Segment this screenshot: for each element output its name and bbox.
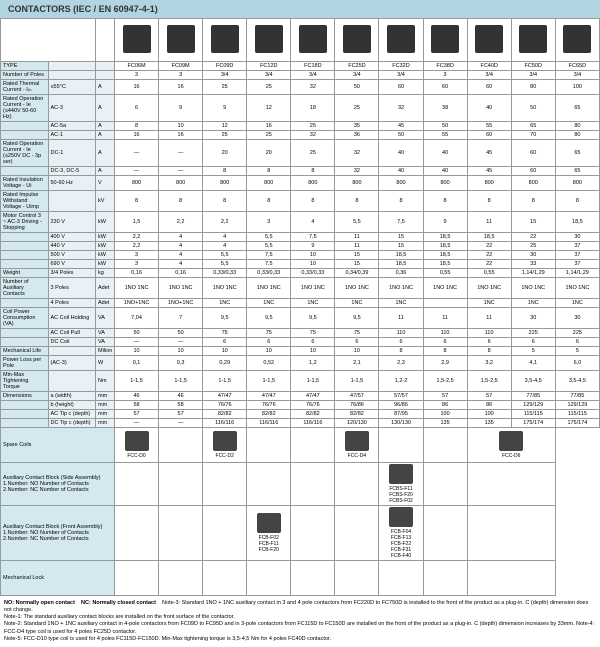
table-row: Rated Impulse Withstand Voltage - UimpkV… <box>1 191 600 212</box>
table-row: Number of Auxiliary Contacts3 PolesAdet1… <box>1 278 600 299</box>
table-row: 500 VkW345,57,5101518,518,5223037 <box>1 251 600 260</box>
table-row: Rated Insulation Voltage - Ui50-60 HzV80… <box>1 176 600 191</box>
table-row: TYPEFC06MFC09MFC09DFC12DFC18DFC25DFC32DF… <box>1 62 600 71</box>
table-row: 690 VkW345,57,5101518,518,5223337 <box>1 260 600 269</box>
spare-row: Mechanical Lock <box>1 561 600 596</box>
table-row: 4 PolesAdet1NO+1NC1NO+1NC1NC1NC1NC1NC1NC… <box>1 299 600 308</box>
table-row: b (height)mm585876/7676/7676/7676/8696/8… <box>1 401 600 410</box>
table-row: Weight3/4 Poleskg0,160,160,33/0,330,33/0… <box>1 269 600 278</box>
table-row: AC Coil PullVA50507575757511011011022522… <box>1 329 600 338</box>
table-row: Dimensionsa (width)mm464647/4747/4747/47… <box>1 392 600 401</box>
table-row: Power Loss per Pole(AC-3)W0,10,30,290,52… <box>1 356 600 371</box>
spare-row: Auxiliary Contact Block (Front Assembly)… <box>1 506 600 561</box>
table-row: AC-1A1616252532365055607080 <box>1 131 600 140</box>
table-row: DC-3, DC-5A——888324040456065 <box>1 167 600 176</box>
table-row: 400 VkW2,2445,57,5111518,518,52230 <box>1 233 600 242</box>
table-row: Rated Thermal Current - Iₜₕ≤55°CA1616252… <box>1 80 600 95</box>
table-row: AC-5aA810121625354550556580 <box>1 122 600 131</box>
table-row: Mechanical LifeMilion10101010101088855 <box>1 347 600 356</box>
spare-row: Auxiliary Contact Block (Side Assembly) … <box>1 463 600 506</box>
table-row: Coil Power Consumption (VA)AC Coil Holdi… <box>1 308 600 329</box>
table-row: Motor Control 3 ~ AC-3 Driving - Stoppin… <box>1 212 600 233</box>
product-image-row <box>1 19 600 62</box>
table-row: DC CoilVA——666666666 <box>1 338 600 347</box>
product-image <box>115 19 159 62</box>
table-row: Rated Operation Current - Ie (≤440V 50-6… <box>1 95 600 122</box>
table-row: Rated Operation Current - Ie (≤250V DC -… <box>1 140 600 167</box>
table-row: 440 VkW2,2445,59111518,5222537 <box>1 242 600 251</box>
table-row: Min-Max Tightening TorqueNm1-1,51-1,51-1… <box>1 371 600 392</box>
page-title: CONTACTORS (IEC / EN 60947-4-1) <box>0 0 600 18</box>
notes-section: NO: Normally open contact NC: Normally c… <box>0 596 600 647</box>
table-row: AC Tip c (depth)mm575782/8282/8282/8282/… <box>1 410 600 419</box>
table-row: Number of Poles333/43/43/43/43/433/43/43… <box>1 71 600 80</box>
table-row: DC Tip c (depth)mm——116/116116/116116/11… <box>1 419 600 428</box>
spec-table: TYPEFC06MFC09MFC09DFC12DFC18DFC25DFC32DF… <box>0 18 600 596</box>
spare-row: Spare CoilsFCC-D0FCC-D2FCC-D4FCC-D6 <box>1 428 600 463</box>
